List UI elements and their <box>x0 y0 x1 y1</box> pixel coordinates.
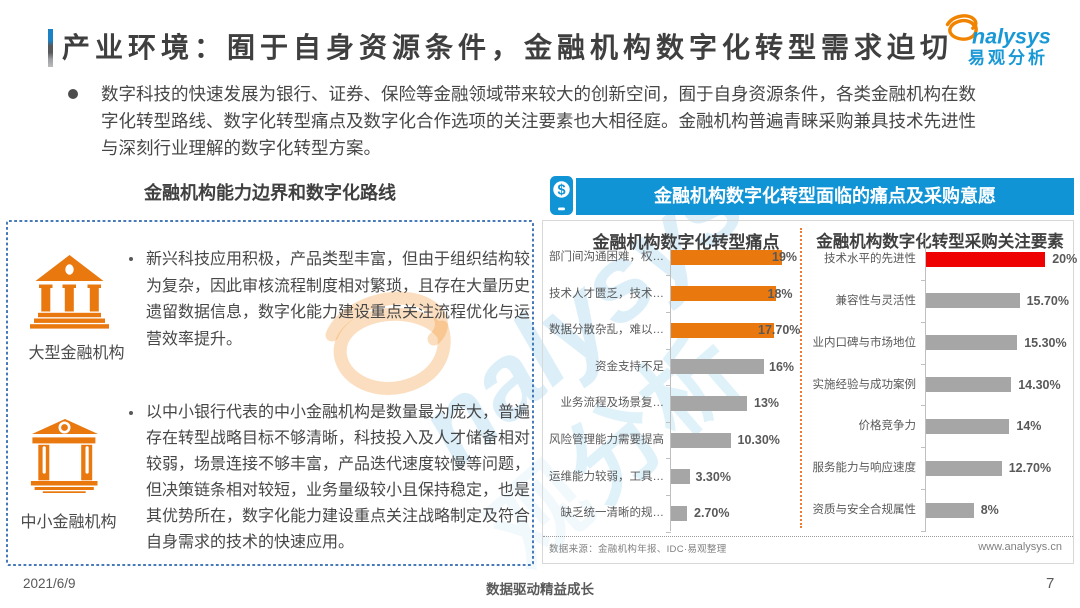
svg-text:nalysys: nalysys <box>972 25 1051 49</box>
svg-text:易观分析: 易观分析 <box>968 48 1048 68</box>
svg-text:$: $ <box>557 182 565 198</box>
